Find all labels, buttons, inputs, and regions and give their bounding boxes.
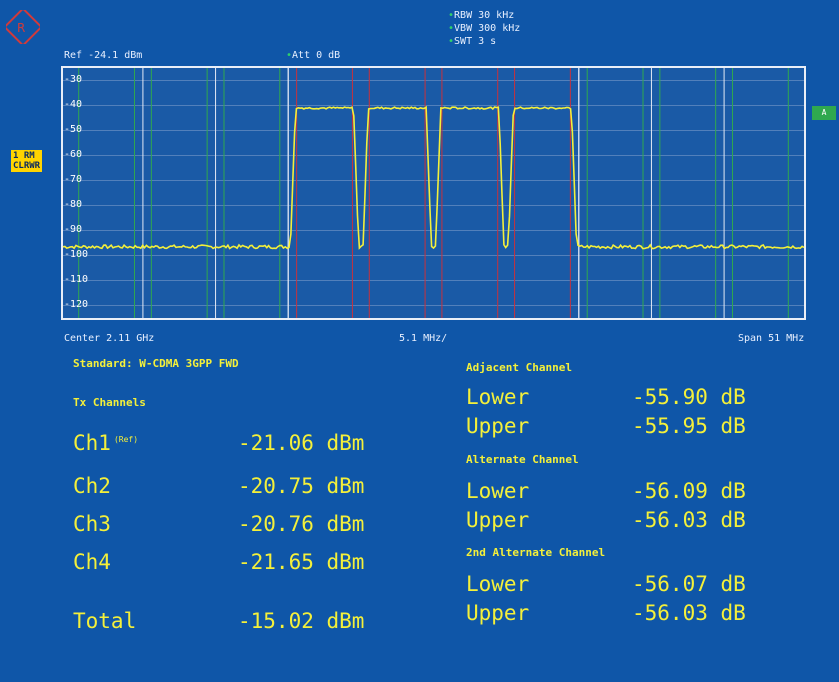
rbw-label: RBW 30 kHz [454,10,515,21]
alt2-upper-value: -56.03 dB [632,601,746,625]
bandwidth-settings: •RBW 30 kHz •VBW 300 kHz •SWT 3 s [448,10,521,47]
y-tick-label: -70 [64,173,83,185]
svg-text:R: R [17,21,25,35]
alternate-lower-name: Lower [466,479,530,503]
y-tick-label: -90 [64,223,83,235]
adjacent-upper-value: -55.95 dB [632,414,746,438]
trace-badge[interactable]: 1 RM CLRWR [11,150,43,172]
sweep-time-label: SWT 3 s [454,36,497,47]
alt2-lower-name: Lower [466,572,530,596]
alternate-upper-value: -56.03 dB [632,508,746,532]
ref-tag: (Ref) [113,435,139,444]
ch3-value: -20.76 dBm [238,512,365,536]
alternate-upper-name: Upper [466,508,530,532]
ch2-value: -20.75 dBm [238,474,365,498]
grid-lines [63,80,804,306]
y-tick-label: -40 [64,98,83,110]
y-tick-label: -100 [64,248,89,260]
total-value: -15.02 dBm [238,609,365,633]
trace-mode: CLRWR [13,161,41,171]
attenuation-label: •Att 0 dB [286,50,341,61]
span-label: Span 51 MHz [738,333,805,344]
y-tick-label: -120 [64,298,89,310]
y-tick-label: -50 [64,123,83,135]
adjacent-lower-name: Lower [466,385,530,409]
standard-label: Standard: W-CDMA 3GPP FWD [73,357,239,370]
alt2-lower-value: -56.07 dB [632,572,746,596]
ch2-name: Ch2 [73,474,111,498]
vbw-label: VBW 300 kHz [454,23,521,34]
brand-logo-icon: R [6,10,40,44]
ch4-name: Ch4 [73,550,111,574]
alternate-channel-title: Alternate Channel [466,453,579,466]
attenuation-value: Att 0 dB [292,50,341,61]
spectrum-plot[interactable] [61,66,806,320]
trace-number: 1 RM [13,151,35,161]
center-frequency-label: Center 2.11 GHz [64,333,155,344]
adjacent-lower-value: -55.90 dB [632,385,746,409]
ch1-name: Ch1 (Ref) [73,431,139,455]
alternate-lower-value: -56.09 dB [632,479,746,503]
tx-channels-title: Tx Channels [73,396,146,409]
ch1-value: -21.06 dBm [238,431,365,455]
ch3-name: Ch3 [73,512,111,536]
second-alternate-channel-title: 2nd Alternate Channel [466,546,606,559]
y-tick-label: -30 [64,73,83,85]
y-tick-label: -110 [64,273,89,285]
adjacent-upper-name: Upper [466,414,530,438]
y-tick-label: -60 [64,148,83,160]
total-label: Total [73,609,137,633]
adjacent-channel-title: Adjacent Channel [466,361,572,374]
ref-level-label: Ref -24.1 dBm [64,50,143,61]
division-label: 5.1 MHz/ [399,333,448,344]
marker-tag: A [812,106,836,120]
alt2-upper-name: Upper [466,601,530,625]
ch4-value: -21.65 dBm [238,550,365,574]
spectrum-trace [62,105,805,250]
y-tick-label: -80 [64,198,83,210]
